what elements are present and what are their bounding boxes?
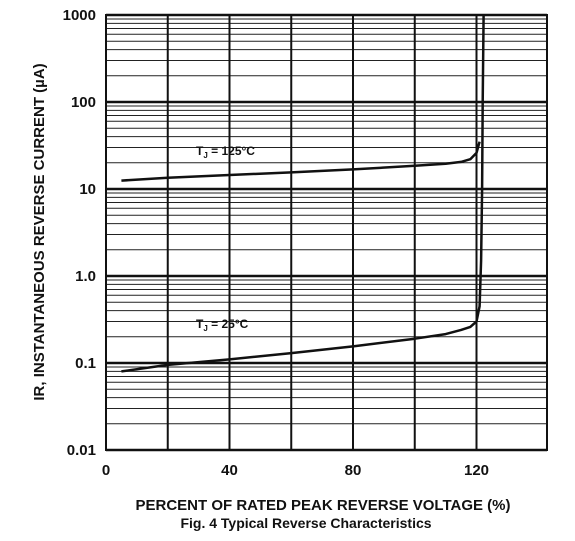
x-tick-label: 40: [221, 462, 238, 479]
series-label: TJ = 125°C: [196, 144, 255, 160]
grid: [106, 13, 547, 452]
y-tick-label: 1.0: [75, 268, 96, 285]
series-line: [121, 141, 481, 182]
y-tick-label: 1000: [63, 7, 96, 24]
x-tick-label: 0: [102, 462, 110, 479]
x-tick-label: 80: [345, 462, 362, 479]
tick-labels: 0 40 80 120 0.01 0.1 1.0 10 100 1000: [63, 7, 489, 479]
y-tick-label: 10: [79, 181, 96, 198]
y-axis-title: IR, INSTANTANEOUS REVERSE CURRENT (µA): [31, 63, 48, 400]
y-tick-label: 0.01: [67, 442, 96, 459]
x-tick-label: 120: [464, 462, 489, 479]
plot-frame: [105, 14, 548, 451]
y-tick-label: 100: [71, 94, 96, 111]
x-axis-title: PERCENT OF RATED PEAK REVERSE VOLTAGE (%…: [135, 497, 510, 514]
series-label: TJ = 25°C: [196, 317, 249, 333]
series-line: [121, 14, 485, 373]
y-tick-label: 0.1: [75, 355, 96, 372]
figure-caption: Fig. 4 Typical Reverse Characteristics: [180, 515, 431, 531]
series-lines: TJ = 125°C TJ = 25°C: [121, 14, 485, 373]
